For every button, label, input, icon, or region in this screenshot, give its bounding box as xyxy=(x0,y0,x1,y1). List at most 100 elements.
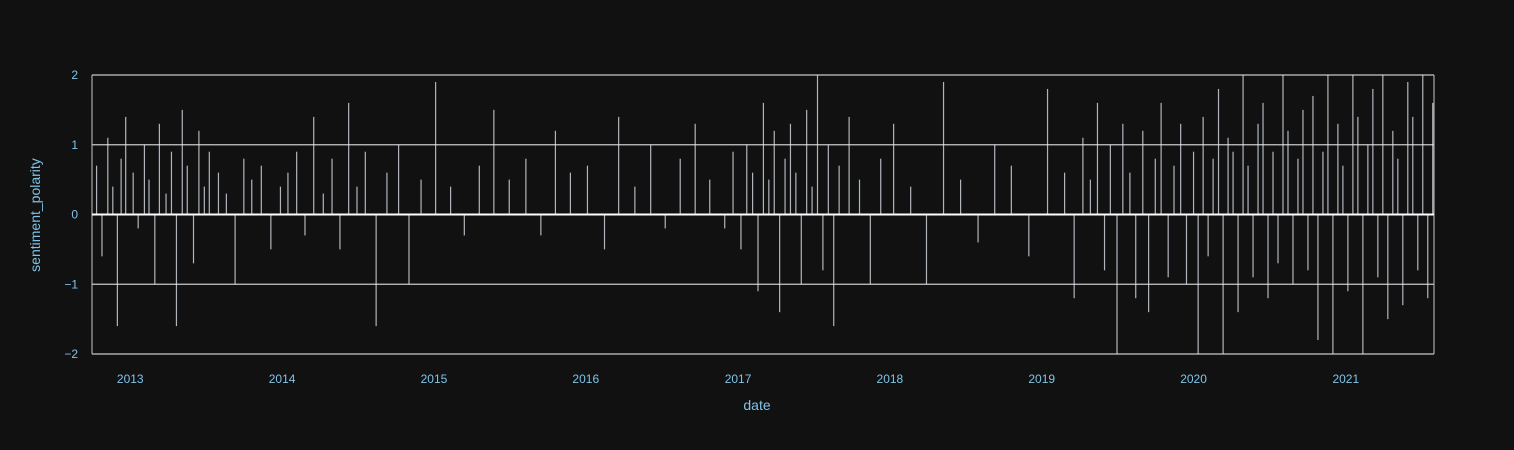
bar xyxy=(1362,214,1364,354)
bar xyxy=(1267,214,1269,299)
bar xyxy=(942,81,945,215)
bar xyxy=(1122,123,1124,215)
x-tick-label: 2016 xyxy=(572,372,599,386)
bar xyxy=(822,214,824,271)
bar xyxy=(1160,102,1162,215)
bar xyxy=(304,214,306,236)
bar xyxy=(331,158,333,215)
bar xyxy=(148,179,150,215)
bar xyxy=(1237,214,1239,313)
bar xyxy=(925,214,928,285)
bar xyxy=(893,123,895,215)
x-axis-title: date xyxy=(743,397,770,413)
bar xyxy=(740,214,742,250)
bar xyxy=(757,214,759,292)
bar xyxy=(107,137,109,215)
bar xyxy=(1402,214,1404,306)
bar xyxy=(137,214,139,229)
bar xyxy=(1337,123,1339,215)
bar xyxy=(243,158,245,215)
bar xyxy=(816,75,819,215)
bar xyxy=(420,179,422,215)
bar xyxy=(1227,137,1229,215)
bar xyxy=(1185,214,1188,285)
bar xyxy=(1232,151,1234,215)
bar xyxy=(779,214,781,313)
bar xyxy=(650,144,652,215)
bar xyxy=(586,165,589,215)
bar xyxy=(1217,88,1220,215)
bar xyxy=(833,214,835,327)
bar xyxy=(508,179,510,215)
bar xyxy=(339,214,341,250)
bar xyxy=(208,151,210,215)
bar xyxy=(1427,214,1429,299)
bar xyxy=(858,179,861,215)
x-tick-label: 2013 xyxy=(117,372,144,386)
bar xyxy=(1142,130,1144,215)
bar xyxy=(1192,151,1195,215)
bar xyxy=(1372,88,1374,215)
bar xyxy=(1180,123,1182,215)
bar xyxy=(1262,102,1264,215)
bar xyxy=(158,123,160,215)
bar xyxy=(251,179,253,215)
bar xyxy=(634,186,636,215)
bar xyxy=(1247,165,1249,215)
bar xyxy=(910,186,912,215)
bar xyxy=(101,214,103,257)
bar xyxy=(800,214,802,285)
bar xyxy=(287,172,289,215)
bar xyxy=(569,172,571,215)
bar xyxy=(762,102,765,215)
x-tick-label: 2021 xyxy=(1332,372,1359,386)
bar xyxy=(1397,158,1399,215)
bar xyxy=(322,193,324,215)
bar xyxy=(773,130,775,215)
bar xyxy=(175,214,178,327)
bar xyxy=(1302,109,1304,215)
bar xyxy=(1135,214,1137,299)
bar xyxy=(880,158,882,215)
bar xyxy=(1412,116,1414,215)
bar xyxy=(386,172,388,215)
bar xyxy=(1073,214,1075,299)
bar xyxy=(1046,88,1049,215)
bar xyxy=(364,151,366,215)
y-tick-label: −2 xyxy=(64,347,78,361)
bar xyxy=(664,214,666,229)
y-tick-label: 0 xyxy=(71,208,78,222)
bar xyxy=(1257,123,1259,215)
bar xyxy=(165,193,167,215)
bar xyxy=(1109,144,1111,215)
bar xyxy=(1312,95,1314,215)
bar xyxy=(525,158,527,215)
bar xyxy=(478,165,480,215)
bar xyxy=(1252,214,1254,278)
y-axis-title: sentiment_polarity xyxy=(27,158,43,272)
bar xyxy=(125,116,127,215)
bar xyxy=(694,123,696,215)
bar xyxy=(1407,81,1409,215)
bar xyxy=(1282,75,1284,215)
bar xyxy=(1089,179,1091,215)
bar xyxy=(1347,214,1349,292)
bar xyxy=(181,109,183,215)
bar xyxy=(1287,130,1289,215)
bar xyxy=(170,151,173,215)
bar xyxy=(408,214,410,285)
bar xyxy=(1292,214,1294,285)
bar xyxy=(279,186,282,215)
bar xyxy=(827,144,829,215)
bar xyxy=(1028,214,1030,257)
x-tick-label: 2020 xyxy=(1180,372,1207,386)
bar xyxy=(1154,158,1156,215)
bar xyxy=(225,193,227,215)
bar xyxy=(1197,214,1199,354)
x-tick-label: 2014 xyxy=(269,372,296,386)
bar xyxy=(203,186,205,215)
bar xyxy=(1342,165,1344,215)
bar xyxy=(260,165,262,215)
bar xyxy=(270,214,272,250)
